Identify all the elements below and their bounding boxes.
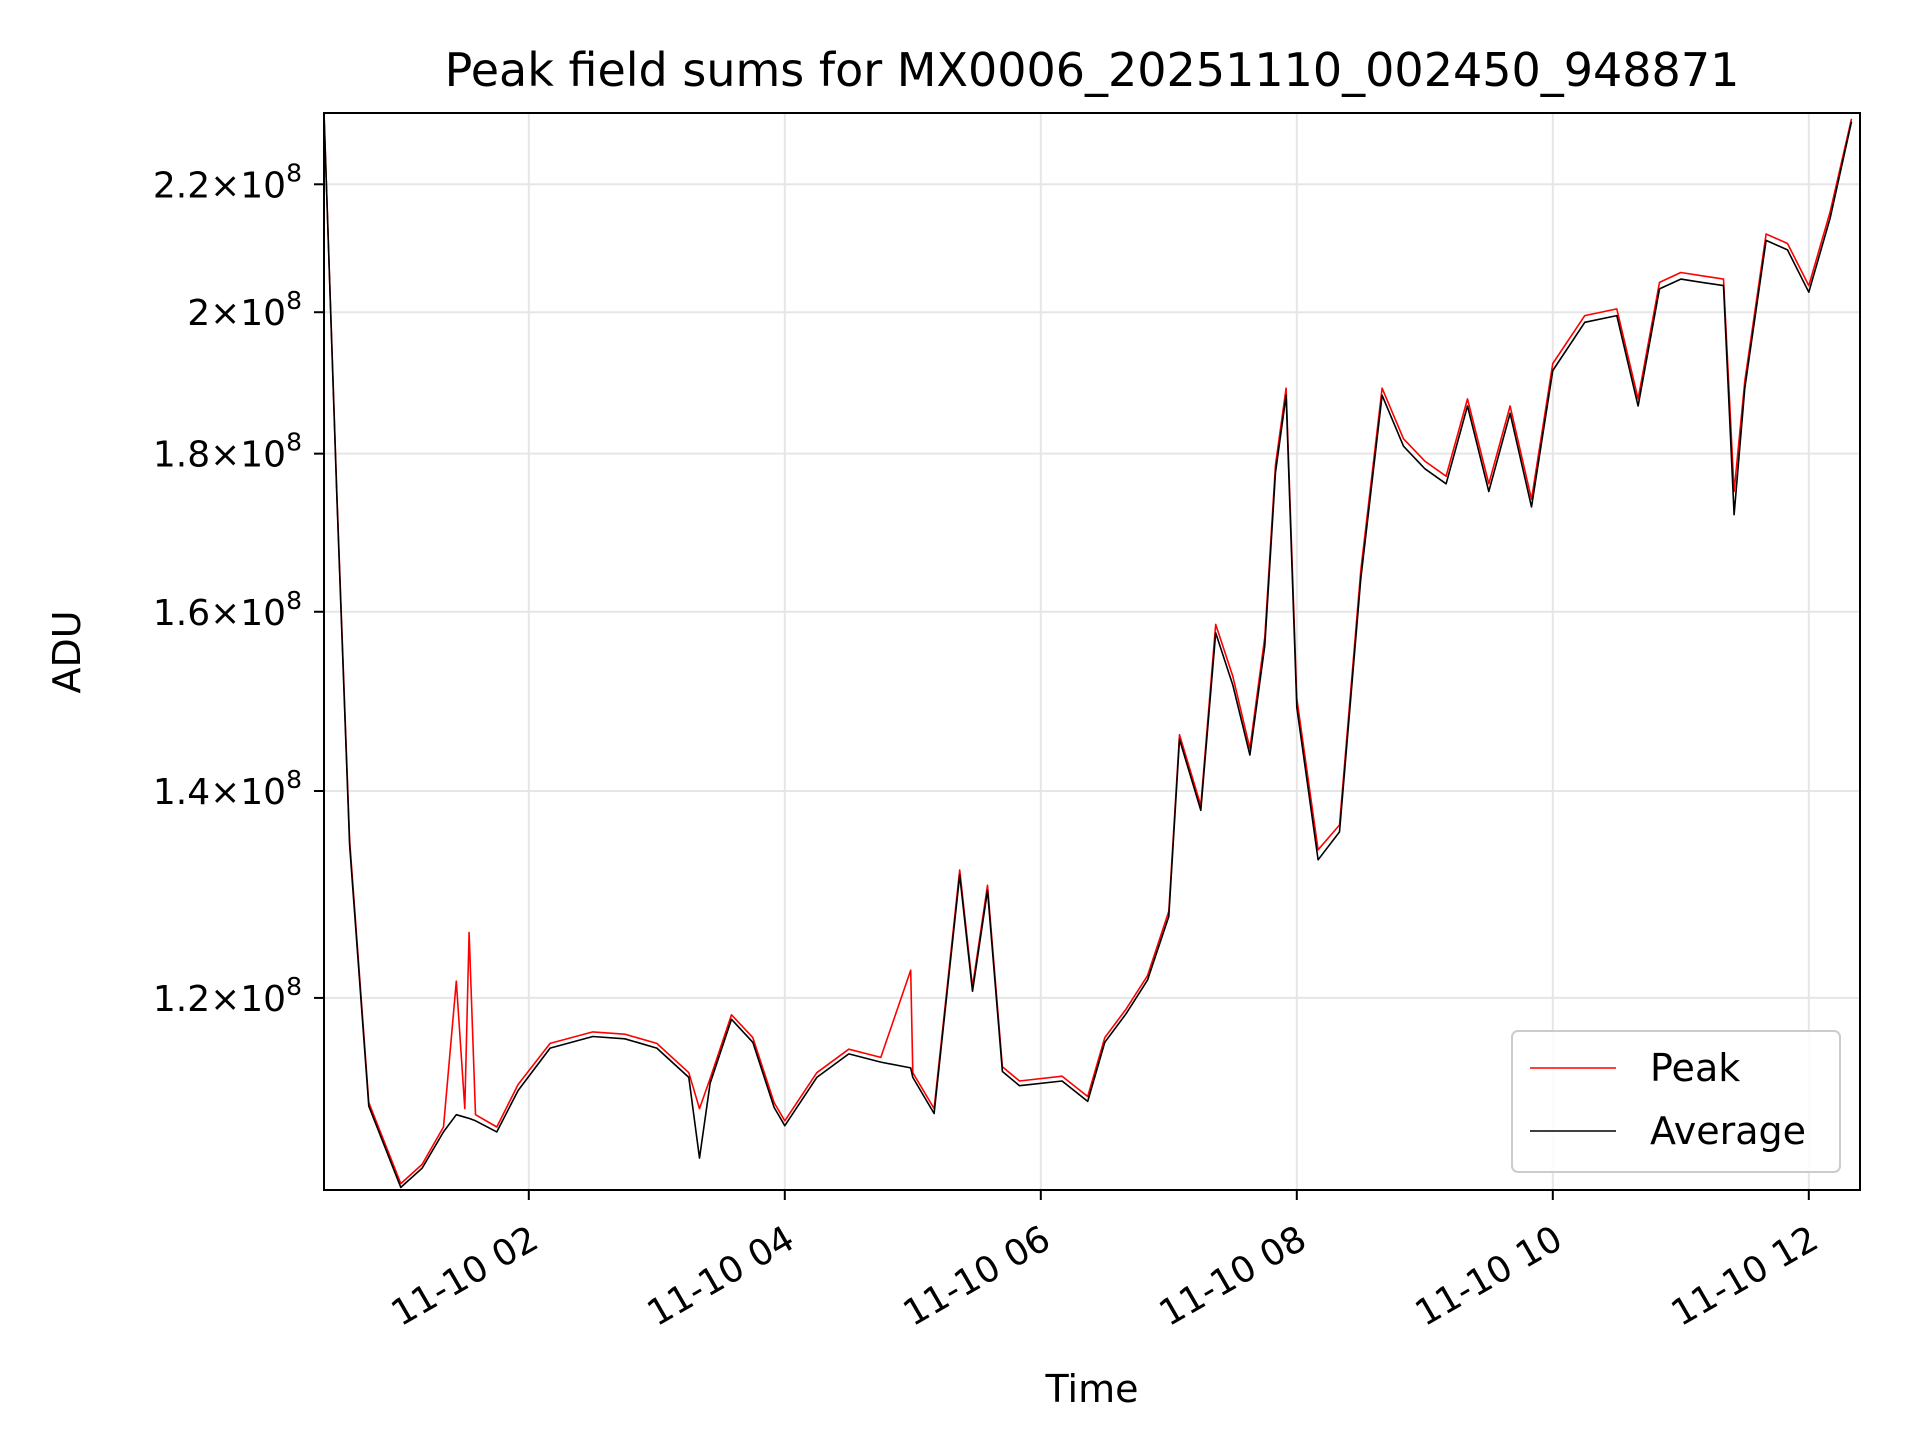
y-tick-label: 1.8×108: [153, 428, 302, 476]
y-tick-mantissa: 1.6: [153, 593, 210, 634]
y-tick-mantissa: 1.8: [153, 435, 210, 476]
y-tick-mantissa: 2: [187, 293, 210, 334]
y-tick-exponent: 8: [286, 158, 302, 187]
y-tick-exponent: 8: [286, 972, 302, 1001]
y-tick-times: ×10: [210, 772, 286, 813]
plot-frame: [323, 112, 1861, 1191]
legend-box: [1511, 1030, 1841, 1173]
y-tick-times: ×10: [210, 165, 286, 206]
legend: Peak Average: [1511, 1030, 1841, 1173]
y-tick-times: ×10: [210, 435, 286, 476]
legend-label-peak: Peak: [1650, 1046, 1740, 1090]
y-tick-mantissa: 1.2: [153, 979, 210, 1020]
y-tick-times: ×10: [210, 293, 286, 334]
y-tick-times: ×10: [210, 593, 286, 634]
series-line-peak: [324, 113, 1853, 1185]
y-tick-exponent: 8: [286, 586, 302, 615]
y-tick-label: 1.2×108: [153, 972, 302, 1020]
y-tick-exponent: 8: [286, 428, 302, 457]
y-tick-label: 1.4×108: [153, 765, 302, 813]
y-tick-mantissa: 1.4: [153, 772, 210, 813]
y-tick-label: 2.2×108: [153, 158, 302, 206]
y-tick-times: ×10: [210, 979, 286, 1020]
y-tick-exponent: 8: [286, 286, 302, 315]
y-axis-label: ADU: [45, 610, 89, 693]
legend-label-average: Average: [1650, 1109, 1806, 1153]
y-tick-mantissa: 2.2: [153, 165, 210, 206]
series-line-average: [324, 113, 1853, 1189]
y-tick-label: 2×108: [187, 286, 302, 334]
plot-area: [324, 113, 1853, 1189]
y-tick-exponent: 8: [286, 765, 302, 794]
x-axis-label: Time: [1045, 1367, 1139, 1411]
series-layer: [324, 113, 1853, 1189]
y-tick-label: 1.6×108: [153, 586, 302, 634]
chart-title: Peak field sums for MX0006_20251110_0024…: [445, 43, 1740, 97]
